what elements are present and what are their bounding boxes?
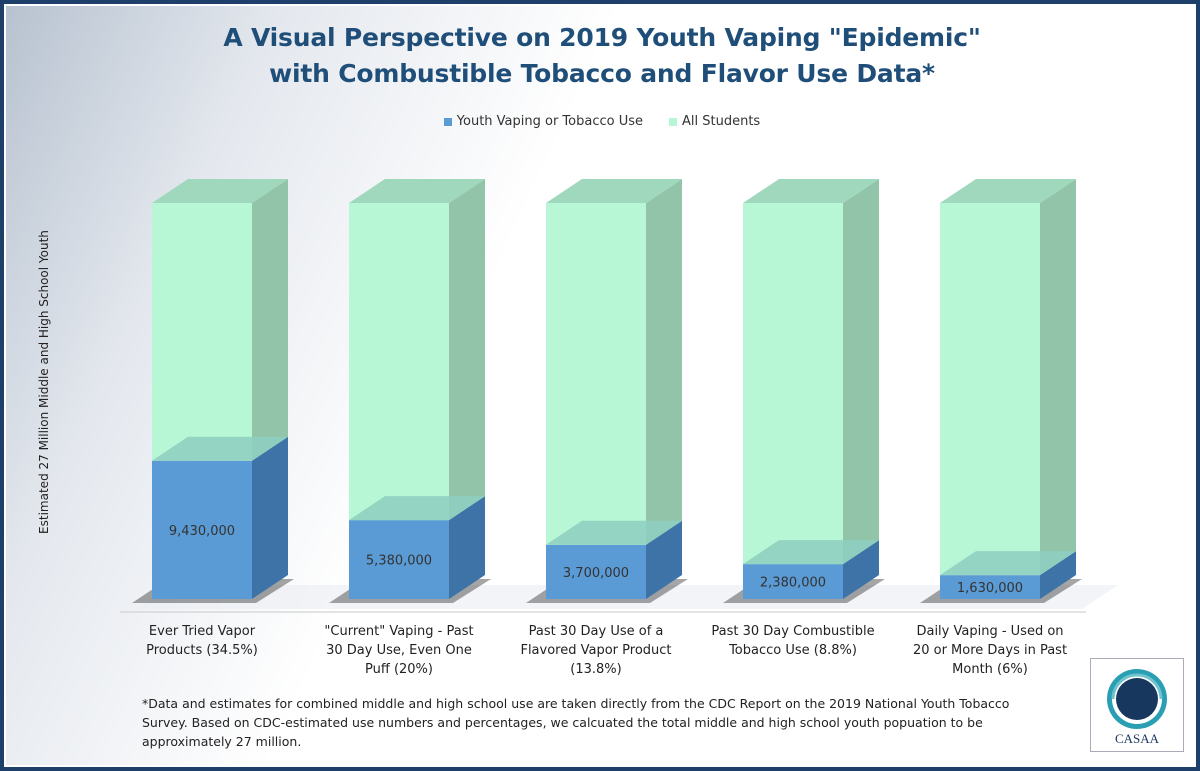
all-students-bar-top (743, 179, 879, 203)
x-tick-label-line: Flavored Vapor Product (520, 643, 672, 658)
chart-title: A Visual Perspective on 2019 Youth Vapin… (6, 20, 1194, 92)
legend: Youth Vaping or Tobacco Use All Students (6, 114, 1194, 129)
legend-label-all: All Students (682, 114, 761, 129)
x-tick-label-line: 30 Day Use, Even One (326, 643, 472, 658)
youth-bar-side (646, 520, 682, 599)
x-tick-label-line: Products (34.5%) (146, 643, 258, 658)
data-label: 3,700,000 (563, 566, 629, 581)
x-tick-label-line: Past 30 Day Use of a (528, 624, 664, 639)
all-students-bar-top (152, 179, 288, 203)
casaa-logo-graphic: CASAA (1107, 669, 1167, 746)
all-students-bar-side (843, 179, 879, 565)
legend-label-youth: Youth Vaping or Tobacco Use (456, 114, 643, 129)
all-students-bar (546, 203, 646, 545)
youth-bar-top (349, 496, 485, 521)
youth-bar (349, 520, 449, 599)
youth-bar-top (743, 540, 879, 565)
all-students-bar (940, 203, 1040, 576)
legend-item-youth: Youth Vaping or Tobacco Use (443, 114, 643, 129)
x-tick-label-line: Past 30 Day Combustible (711, 624, 875, 639)
all-students-bar (152, 203, 252, 461)
all-students-bar (349, 203, 449, 521)
youth-bar-side (1040, 551, 1076, 599)
data-label: 2,380,000 (760, 576, 826, 591)
youth-bar-side (449, 496, 485, 599)
x-tick-label: "Current" Vaping - Past 30 Day Use, Even … (309, 622, 489, 679)
x-tick-label-line: Ever Tried Vapor (148, 624, 256, 639)
x-tick-label-line: Tobacco Use (8.8%) (729, 643, 857, 658)
all-students-bar-side (449, 179, 485, 521)
x-tick-label-line: 20 or More Days in Past (912, 643, 1068, 658)
data-label: 5,380,000 (366, 554, 432, 569)
youth-bar (743, 564, 843, 599)
youth-bar (152, 460, 252, 599)
all-students-bar-top (546, 179, 682, 203)
legend-item-all: All Students (669, 114, 760, 129)
x-tick-label-line: (13.8%) (570, 662, 622, 677)
x-tick-label: Daily Vaping - Used on 20 or More Days in… (900, 622, 1080, 679)
x-tick-label-line: Month (6%) (952, 662, 1028, 677)
title-line-2: with Combustible Tobacco and Flavor Use … (269, 59, 935, 88)
all-students-bar-side (1040, 179, 1076, 576)
legend-swatch-all (669, 117, 677, 126)
x-tick-label: Ever Tried Vapor Products (34.5%) (112, 622, 292, 660)
legend-swatch-youth (443, 117, 452, 126)
data-label: 1,630,000 (957, 581, 1023, 596)
all-students-bar (743, 203, 843, 565)
x-tick-label: Past 30 Day Combustible Tobacco Use (8.8%… (703, 622, 883, 660)
chart-plot: 9,430,000 5,380,000 3,700,000 2,380,000 1,63… (120, 179, 1118, 613)
youth-bar-side (843, 540, 879, 599)
x-tick-label-line: "Current" Vaping - Past (324, 624, 474, 639)
x-tick-label-line: Daily Vaping - Used on (916, 624, 1064, 639)
footnote: *Data and estimates for combined middle … (142, 696, 1010, 749)
logo-text: CASAA (1115, 731, 1160, 746)
youth-bar (546, 544, 646, 599)
chart-frame: A Visual Perspective on 2019 Youth Vapin… (3, 3, 1197, 768)
x-tick-label-line: Puff (20%) (365, 662, 433, 677)
youth-bar-top (546, 520, 682, 545)
casaa-logo: CASAA (1090, 658, 1184, 752)
x-tick-label: Past 30 Day Use of a Flavored Vapor Produ… (506, 622, 686, 679)
all-students-bar-top (940, 179, 1076, 203)
all-students-bar-side (646, 179, 682, 545)
youth-bar-side (252, 436, 288, 599)
youth-bar-top (152, 436, 288, 461)
all-students-bar-top (349, 179, 485, 203)
youth-bar-top (940, 551, 1076, 576)
all-students-bar-side (252, 179, 288, 461)
data-label: 9,430,000 (169, 524, 235, 539)
youth-bar (940, 575, 1040, 599)
title-line-1: A Visual Perspective on 2019 Youth Vapin… (223, 23, 981, 52)
